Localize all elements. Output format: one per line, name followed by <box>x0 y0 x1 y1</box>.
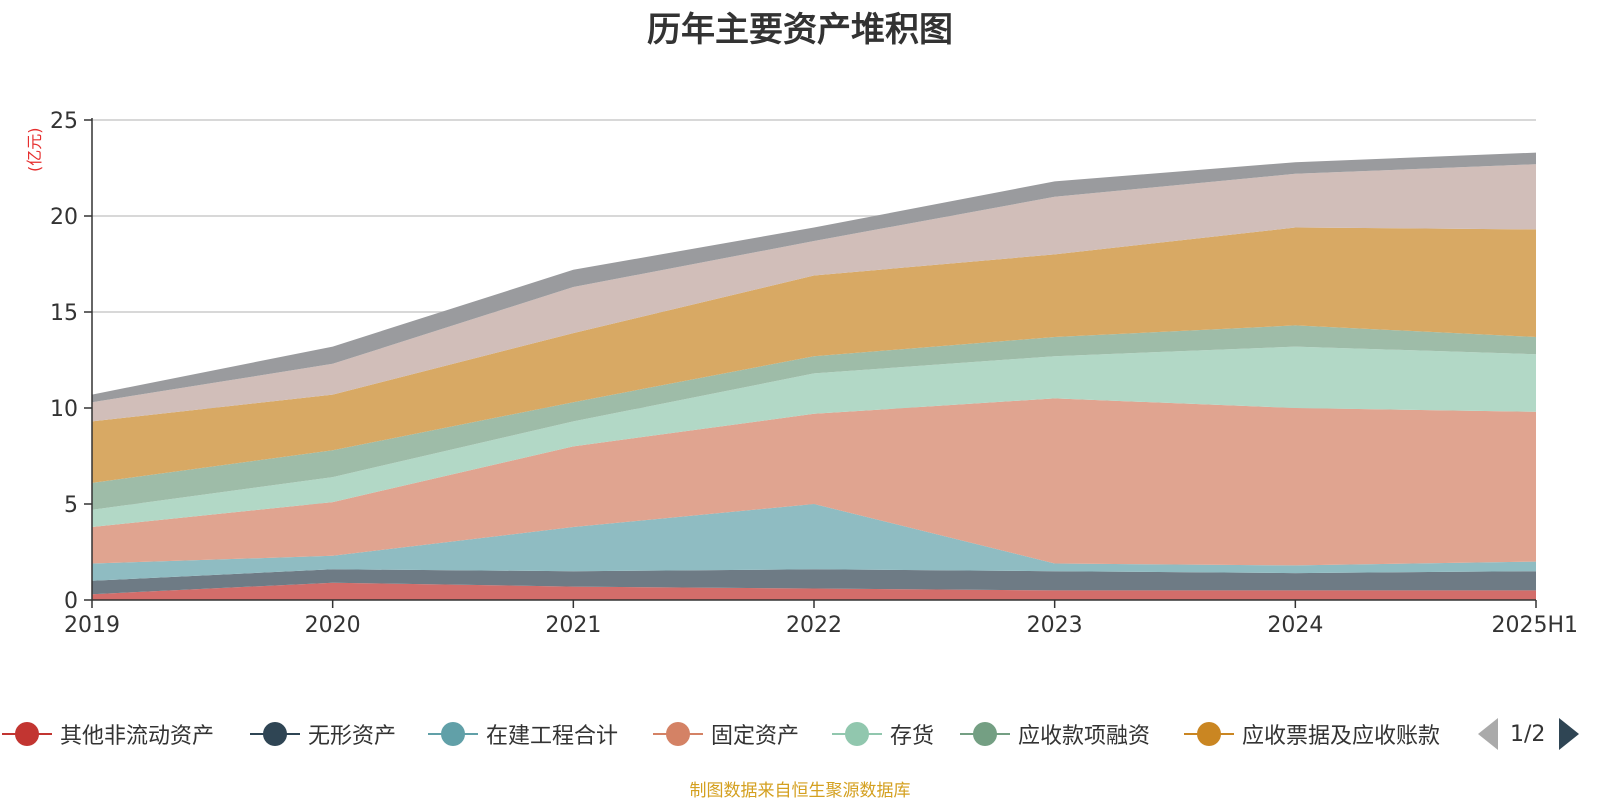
legend-item-0[interactable]: 其他非流动资产 <box>2 714 214 754</box>
x-tick-label: 2022 <box>786 613 842 638</box>
legend-item-5[interactable]: 应收款项融资 <box>960 714 1150 754</box>
legend-marker-icon <box>832 719 882 749</box>
data-source-footer: 制图数据来自恒生聚源数据库 <box>689 781 911 801</box>
y-tick-label: 5 <box>64 493 78 518</box>
y-tick-label: 0 <box>64 589 78 614</box>
area-series-7[interactable] <box>92 164 1536 422</box>
legend-label: 无形资产 <box>308 724 397 749</box>
legend-item-2[interactable]: 在建工程合计 <box>428 714 618 754</box>
legend-marker-icon <box>653 719 703 749</box>
legend-marker-icon <box>1184 719 1234 749</box>
area-series-6[interactable] <box>92 227 1536 483</box>
stacked-area-chart: 0 5 10 15 20 25 2019 2020 2021 2022 2023 2024 2025H1 <box>50 109 1578 638</box>
y-tick-label: 15 <box>50 301 78 326</box>
area-series-2[interactable] <box>92 504 1536 581</box>
legend-item-6[interactable]: 应收票据及应收账款 <box>1184 714 1440 754</box>
x-tick-label: 2025H1 <box>1491 613 1578 638</box>
area-series-5[interactable] <box>92 325 1536 510</box>
area-series-0[interactable] <box>92 582 1536 600</box>
legend-prev-page-icon[interactable] <box>1478 718 1498 750</box>
area-series-8[interactable] <box>92 152 1536 403</box>
legend-label: 应收款项融资 <box>1018 724 1151 749</box>
chart-title: 历年主要资产堆积图 <box>647 10 953 50</box>
legend-label: 在建工程合计 <box>486 724 619 749</box>
legend-item-1[interactable]: 无形资产 <box>250 714 396 754</box>
legend-marker-icon <box>428 719 478 749</box>
area-series-1[interactable] <box>92 569 1536 595</box>
x-tick-label: 2021 <box>545 613 601 638</box>
x-tick-label: 2020 <box>305 613 361 638</box>
y-tick-label: 20 <box>50 205 78 230</box>
legend-next-page-icon[interactable] <box>1559 718 1580 750</box>
x-tick-label: 2024 <box>1267 613 1323 638</box>
y-tick-label: 10 <box>50 397 78 422</box>
legend-pager: 1/2 <box>1478 716 1580 752</box>
legend-item-4[interactable]: 存货 <box>832 714 934 754</box>
area-series-4[interactable] <box>92 346 1536 527</box>
legend-label: 存货 <box>890 724 935 749</box>
y-tick-label: 25 <box>50 109 78 134</box>
legend-page-indicator: 1/2 <box>1510 721 1546 747</box>
legend-marker-icon <box>960 719 1010 749</box>
x-tick-label: 2019 <box>64 613 120 638</box>
legend-label: 应收票据及应收账款 <box>1242 724 1441 749</box>
legend-label: 固定资产 <box>711 724 800 749</box>
legend-marker-icon <box>2 719 52 749</box>
legend-marker-icon <box>250 719 300 749</box>
area-series-3[interactable] <box>92 398 1536 566</box>
x-tick-label: 2023 <box>1027 613 1083 638</box>
legend-item-3[interactable]: 固定资产 <box>653 714 799 754</box>
legend: 其他非流动资产 无形资产 在建工程合计 固定资产 存货 应收款项融资 应收票据及应收账款 <box>0 714 1600 754</box>
legend-label: 其他非流动资产 <box>60 724 215 749</box>
